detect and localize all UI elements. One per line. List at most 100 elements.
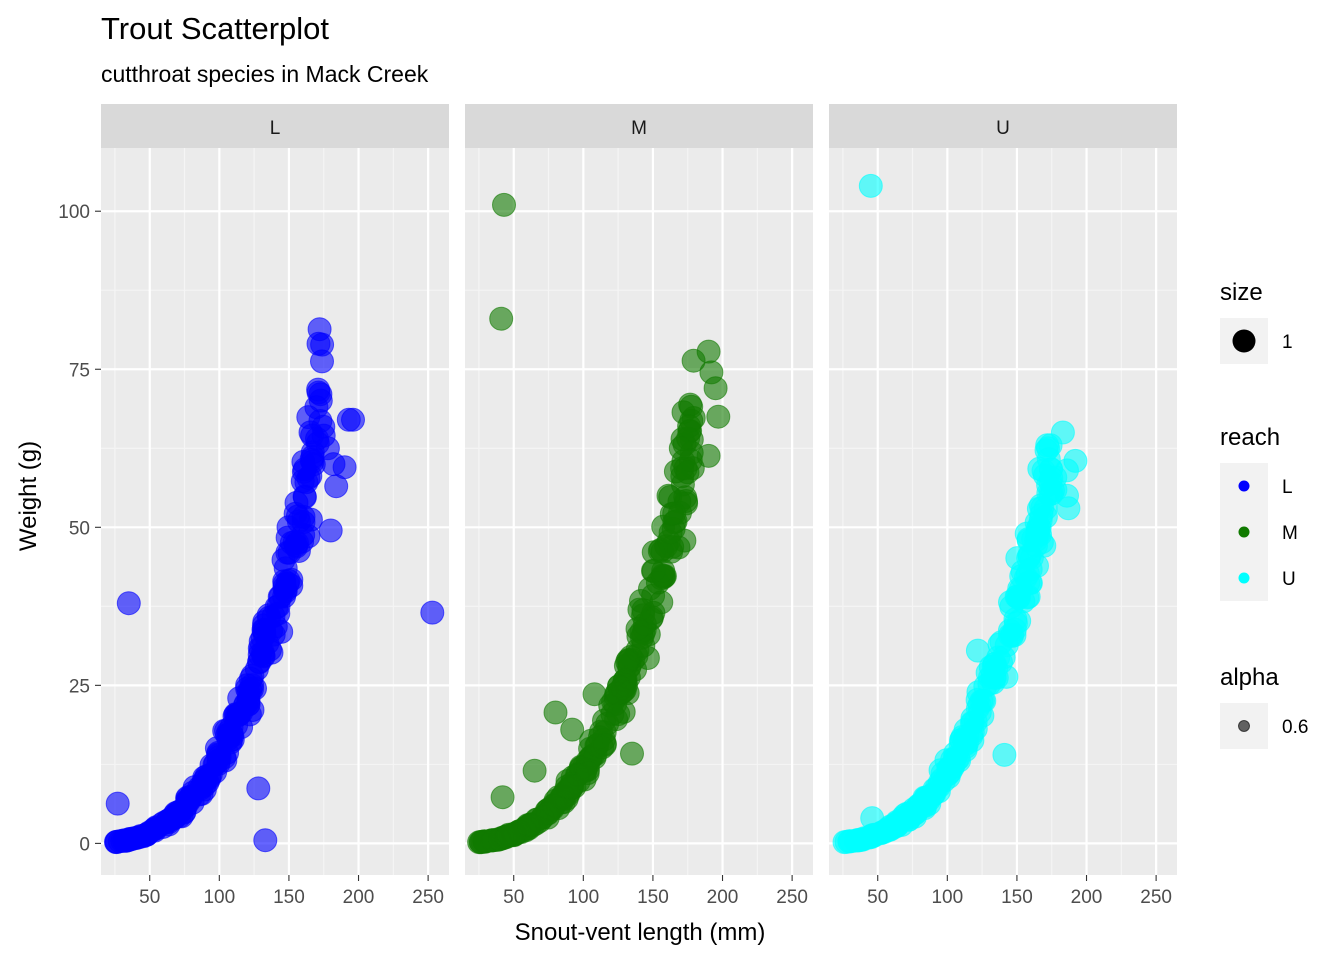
legend-size: size 1 xyxy=(1220,279,1293,364)
x-tick-label: 200 xyxy=(707,887,739,908)
data-point xyxy=(1015,585,1040,610)
data-point xyxy=(1050,420,1075,445)
x-tick-label: 200 xyxy=(343,887,375,908)
facet-panel-U: U xyxy=(829,104,1177,875)
data-point xyxy=(575,761,600,786)
data-point xyxy=(625,616,650,641)
points-L xyxy=(104,317,445,855)
data-point xyxy=(620,741,644,766)
data-point xyxy=(496,822,521,847)
x-tick-label: 150 xyxy=(637,887,669,908)
data-point xyxy=(321,452,346,477)
data-point xyxy=(953,732,978,757)
data-point xyxy=(696,443,721,468)
data-point xyxy=(936,757,961,781)
data-point xyxy=(286,509,311,534)
x-tick-label: 200 xyxy=(1071,887,1103,908)
facet-panel-L: L xyxy=(101,104,449,875)
legend-alpha-dot xyxy=(1238,720,1250,732)
legend-color-dot-U xyxy=(1238,572,1250,584)
facet-strip-label-M: M xyxy=(631,118,647,139)
facet-strip-M xyxy=(465,104,813,148)
data-point xyxy=(605,681,630,705)
data-point xyxy=(649,590,674,615)
data-point xyxy=(992,742,1017,767)
data-point xyxy=(420,600,445,625)
points-U xyxy=(832,173,1088,855)
data-point xyxy=(969,689,994,713)
legend-label-U: U xyxy=(1282,569,1296,590)
data-point xyxy=(543,700,568,725)
x-tick-label: 50 xyxy=(139,887,160,908)
y-tick-label: 75 xyxy=(69,360,90,381)
data-point xyxy=(994,664,1019,689)
x-tick-label: 100 xyxy=(931,887,963,908)
data-point xyxy=(294,470,319,495)
data-point xyxy=(629,589,653,613)
data-point xyxy=(590,735,615,760)
legend-color-dot-L xyxy=(1238,480,1250,492)
data-point xyxy=(886,812,911,837)
data-point xyxy=(324,474,349,499)
chart-title: Trout Scatterplot xyxy=(101,11,329,46)
facet-strip-L xyxy=(101,104,449,148)
data-point xyxy=(965,638,990,663)
data-point xyxy=(678,392,703,417)
data-point xyxy=(606,702,631,727)
data-point xyxy=(518,812,543,837)
x-tick-label: 100 xyxy=(567,887,599,908)
data-point xyxy=(131,823,156,848)
data-point xyxy=(963,709,988,734)
x-tick-label: 250 xyxy=(776,887,808,908)
data-point xyxy=(858,173,883,198)
data-point xyxy=(247,642,272,667)
facet-panel-M: M xyxy=(465,104,813,875)
data-point xyxy=(489,306,514,331)
x-tick-label: 150 xyxy=(1001,887,1033,908)
data-point xyxy=(703,376,728,401)
data-point xyxy=(1056,496,1081,521)
data-point xyxy=(224,713,249,738)
legend-label-L: L xyxy=(1282,477,1293,498)
y-axis-title: Weight (g) xyxy=(15,441,42,551)
facet-strip-U xyxy=(829,104,1177,148)
legend-label-M: M xyxy=(1282,523,1298,544)
data-point xyxy=(677,414,702,439)
data-point xyxy=(206,752,231,776)
data-point xyxy=(279,567,304,592)
data-point xyxy=(252,620,277,645)
data-point xyxy=(236,692,261,717)
panel-background-M xyxy=(465,148,813,875)
data-point xyxy=(341,407,365,432)
y-tick-label: 25 xyxy=(69,676,90,697)
data-point xyxy=(902,801,927,826)
y-tick-label: 100 xyxy=(58,202,90,223)
data-point xyxy=(318,518,343,543)
x-tick-label: 50 xyxy=(867,887,888,908)
x-tick-label: 150 xyxy=(273,887,305,908)
y-axis: 0 25 50 75 100 xyxy=(58,202,101,855)
points-M xyxy=(467,192,731,855)
data-point xyxy=(554,774,579,799)
data-point xyxy=(116,591,141,616)
data-point xyxy=(659,502,684,526)
data-point xyxy=(860,806,885,831)
data-point xyxy=(246,776,271,801)
data-point xyxy=(304,395,329,420)
data-point xyxy=(582,682,607,707)
data-point xyxy=(522,758,547,783)
y-tick-label: 0 xyxy=(79,834,90,855)
legend-color-dot-M xyxy=(1238,526,1250,538)
panel-background-L xyxy=(101,148,449,875)
data-point xyxy=(706,404,731,429)
x-tick-label: 250 xyxy=(412,887,444,908)
data-point xyxy=(615,649,640,674)
data-point xyxy=(1014,521,1039,546)
x-axis-title: Snout-vent length (mm) xyxy=(515,919,766,946)
facet-strip-label-L: L xyxy=(270,118,281,139)
x-tick-label: 100 xyxy=(203,887,235,908)
data-point xyxy=(1029,503,1054,527)
